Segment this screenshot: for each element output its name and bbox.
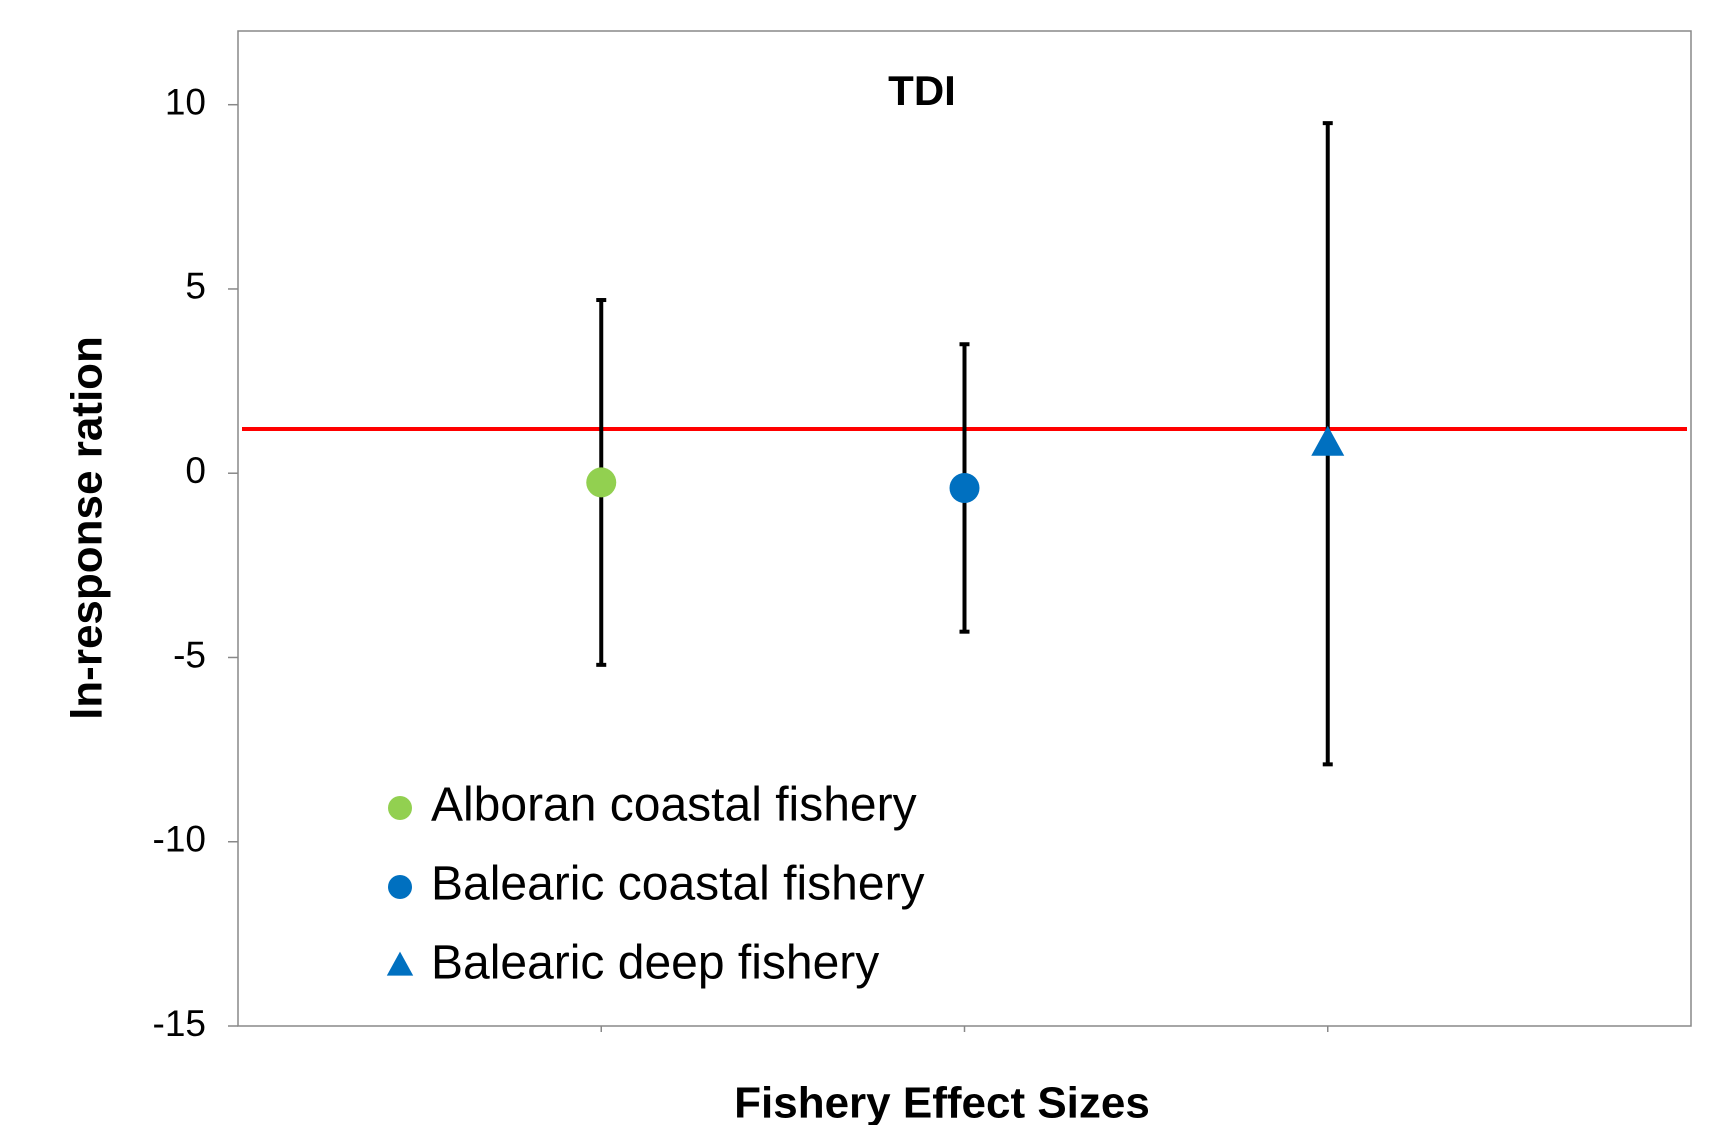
legend-marker <box>388 875 412 899</box>
x-axis-label: Fishery Effect Sizes <box>734 1079 1150 1125</box>
y-tick-label: -10 <box>153 819 206 860</box>
data-point <box>1311 425 1345 456</box>
data-point <box>949 472 980 503</box>
legend-marker <box>386 951 414 976</box>
y-tick-label: -5 <box>173 634 206 675</box>
y-axis-label: ln-response ration <box>63 336 112 720</box>
legend-label: Balearic coastal fishery <box>431 858 925 911</box>
legend-label: Alboran coastal fishery <box>431 779 917 832</box>
y-tick-label: 5 <box>185 266 206 307</box>
data-point <box>586 467 617 498</box>
legend-label: Balearic deep fishery <box>431 937 879 990</box>
legend-marker <box>388 796 412 820</box>
chart-title: TDI <box>888 67 956 114</box>
y-tick-label: -15 <box>153 1003 206 1044</box>
y-tick-label: 10 <box>165 81 206 122</box>
y-tick-label: 0 <box>185 450 206 491</box>
